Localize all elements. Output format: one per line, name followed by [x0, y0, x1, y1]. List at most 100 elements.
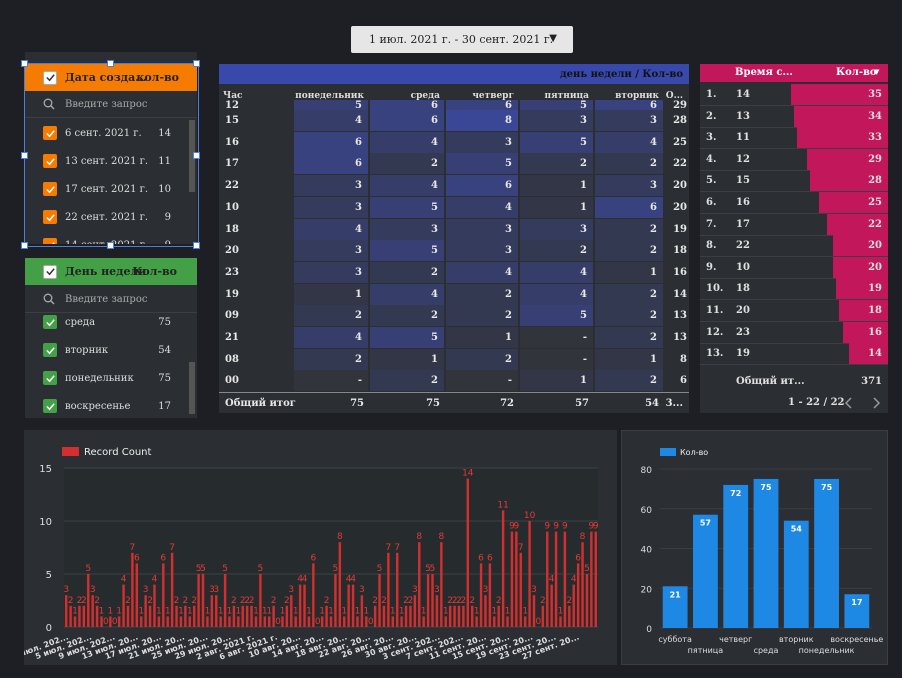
resize-handle[interactable] [21, 152, 28, 159]
resize-handle[interactable] [193, 60, 200, 67]
bar[interactable] [215, 595, 218, 627]
pivot-column-header[interactable]: четверг [472, 91, 514, 101]
bar[interactable] [347, 584, 350, 627]
bar[interactable] [576, 563, 580, 627]
rank-row[interactable]: 4. 12 29 [700, 148, 888, 171]
rank-row[interactable]: 12. 23 16 [700, 321, 888, 344]
bar[interactable] [343, 616, 346, 627]
bar[interactable] [444, 616, 447, 627]
bar[interactable] [404, 605, 408, 627]
bar[interactable] [223, 574, 227, 627]
bar[interactable] [320, 616, 324, 627]
bar[interactable] [140, 616, 143, 627]
bar[interactable] [162, 563, 165, 627]
resize-handle[interactable] [193, 152, 200, 159]
bar[interactable] [528, 521, 531, 627]
bar[interactable] [312, 563, 315, 627]
bar[interactable] [192, 605, 196, 627]
bar[interactable] [484, 595, 487, 627]
bar[interactable] [285, 605, 289, 627]
checkbox[interactable] [43, 182, 57, 196]
bar[interactable] [170, 552, 174, 627]
bar[interactable] [546, 531, 549, 627]
weekday-filter-search[interactable]: Введите запрос [25, 286, 197, 313]
bar[interactable] [78, 605, 81, 627]
chevron-right-icon[interactable] [871, 397, 881, 409]
bar[interactable] [166, 616, 169, 627]
bar[interactable] [783, 520, 809, 628]
checkbox[interactable] [43, 238, 57, 244]
bar[interactable] [568, 605, 571, 627]
bar[interactable] [453, 605, 456, 627]
bar[interactable] [418, 542, 421, 627]
rank-row[interactable]: 9. 10 20 [700, 256, 888, 279]
bar[interactable] [148, 605, 152, 627]
bar[interactable] [197, 574, 200, 627]
bar[interactable] [184, 605, 187, 627]
date-filter-item[interactable]: 6 сент. 2021 г. 14 [25, 119, 185, 147]
bar[interactable] [814, 478, 839, 628]
rank-row[interactable]: 11. 20 18 [700, 300, 888, 322]
weekday-filter-header[interactable]: День недели Кол-во [25, 258, 197, 285]
bar[interactable] [585, 574, 589, 627]
pivot-column-header[interactable]: О... [665, 91, 683, 101]
bar[interactable] [232, 605, 236, 627]
bar[interactable] [475, 616, 478, 627]
bar[interactable] [554, 531, 558, 627]
bar[interactable] [95, 605, 99, 627]
bar[interactable] [201, 574, 205, 627]
bar[interactable] [179, 616, 183, 627]
rank-row[interactable]: 1. 14 35 [700, 84, 888, 106]
bar[interactable] [360, 595, 364, 627]
bar[interactable] [844, 594, 870, 628]
bar[interactable] [440, 542, 443, 627]
date-filter-item[interactable]: 13 сент. 2021 г. 11 [25, 147, 185, 175]
checkbox[interactable] [43, 154, 57, 168]
pivot-hour-header[interactable]: Час [223, 91, 243, 101]
pivot-column-header[interactable]: понедельник [295, 91, 364, 101]
bar[interactable] [753, 478, 779, 628]
bar[interactable] [373, 605, 377, 627]
select-all-checkbox[interactable] [43, 264, 57, 279]
rank-row[interactable]: 13. 19 14 [700, 343, 888, 366]
bar[interactable] [254, 616, 258, 627]
bar[interactable] [290, 595, 293, 627]
bar[interactable] [241, 605, 244, 627]
pivot-column-header[interactable]: вторник [615, 91, 659, 101]
bar[interactable] [210, 595, 214, 627]
checkbox[interactable] [43, 343, 57, 357]
bar[interactable] [131, 552, 134, 627]
column-header-count[interactable]: Кол-во [836, 67, 877, 78]
bar[interactable] [329, 616, 333, 627]
bar[interactable] [501, 510, 505, 627]
checkbox[interactable] [43, 399, 57, 413]
bar[interactable] [228, 616, 231, 627]
rank-row[interactable]: 3. 11 33 [700, 127, 888, 150]
resize-handle[interactable] [107, 242, 114, 249]
checkbox[interactable] [43, 371, 57, 385]
bar[interactable] [268, 616, 271, 627]
bar[interactable] [462, 605, 465, 627]
bar[interactable] [581, 542, 584, 627]
bar[interactable] [590, 531, 593, 627]
bar[interactable] [157, 616, 161, 627]
scrollbar[interactable] [189, 362, 195, 414]
date-filter-search[interactable]: Введите запрос [25, 91, 197, 118]
bar[interactable] [351, 584, 355, 627]
bar[interactable] [471, 605, 474, 627]
bar[interactable] [572, 584, 575, 627]
bar[interactable] [431, 574, 434, 627]
bar[interactable] [237, 616, 240, 627]
bar[interactable] [307, 616, 311, 627]
bar[interactable] [519, 552, 522, 627]
bar[interactable] [448, 605, 452, 627]
checkbox[interactable] [43, 315, 57, 329]
rank-row[interactable]: 8. 22 20 [700, 235, 888, 258]
bar[interactable] [325, 605, 328, 627]
bar[interactable] [426, 574, 430, 627]
select-all-checkbox[interactable] [43, 70, 57, 85]
bar[interactable] [82, 605, 86, 627]
bar[interactable] [365, 616, 368, 627]
bar[interactable] [245, 605, 249, 627]
weekday-filter-item[interactable]: понедельник 75 [25, 364, 185, 392]
